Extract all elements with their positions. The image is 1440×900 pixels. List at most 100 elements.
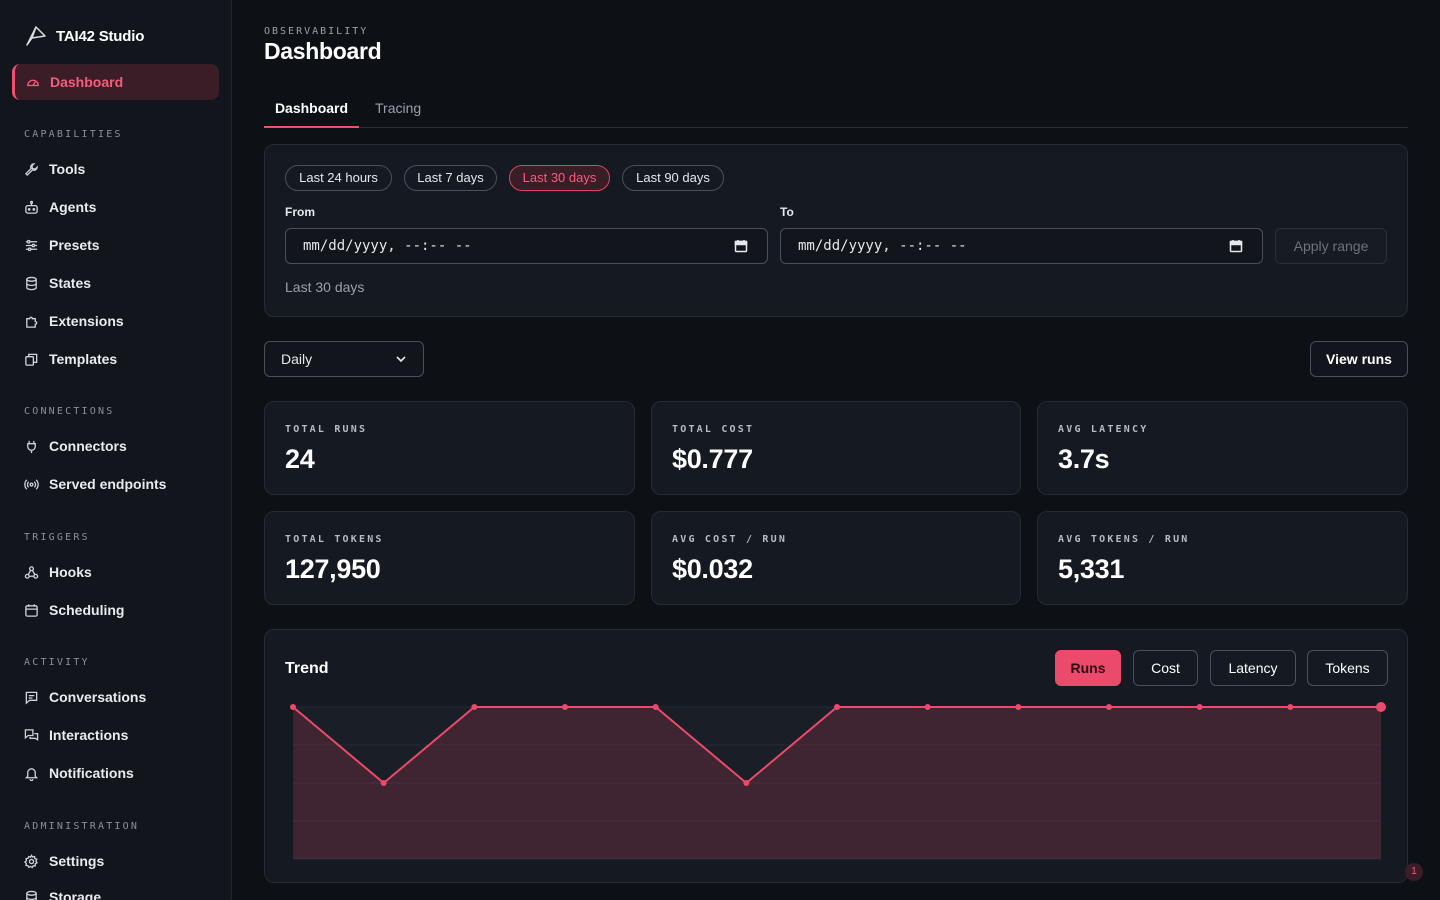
chart-point — [924, 704, 931, 710]
wrench-icon — [24, 162, 38, 176]
view-runs-button[interactable]: View runs — [1310, 341, 1408, 377]
chart-point — [1376, 702, 1386, 712]
from-date-input[interactable]: mm/dd/yyyy, --:-- -- — [285, 228, 768, 264]
chart-point — [1015, 704, 1022, 710]
granularity-select[interactable]: Daily — [264, 341, 424, 377]
from-date-placeholder: mm/dd/yyyy, --:-- -- — [303, 238, 472, 254]
chart-point — [652, 704, 659, 710]
sidebar-item-label: Served endpoints — [49, 476, 167, 492]
sidebar-item-label: Templates — [49, 351, 118, 367]
dashboard-icon — [27, 79, 39, 87]
sidebar-item-label: Storage — [49, 889, 102, 900]
sidebar-item-label: Connectors — [49, 438, 127, 454]
chevron-down-icon — [396, 356, 406, 363]
sidebar-item-label: Conversations — [49, 689, 147, 705]
stat-label: AVG TOKENS / RUN — [1058, 534, 1190, 545]
robot-icon — [25, 200, 38, 214]
chart-point — [1287, 704, 1294, 710]
granularity-value: Daily — [281, 351, 313, 367]
notification-count-badge[interactable]: 1 — [1405, 863, 1423, 881]
puzzle-icon — [26, 316, 38, 328]
stat-label: TOTAL COST — [672, 424, 755, 435]
brand[interactable]: TAI42 Studio — [24, 22, 144, 50]
section-title-activity: ACTIVITY — [24, 657, 90, 668]
chat-icon — [25, 691, 38, 705]
sidebar-item-label: Agents — [49, 199, 97, 215]
metric-runs-button[interactable]: Runs — [1055, 650, 1121, 686]
chart-point — [1196, 704, 1203, 710]
page-eyebrow: OBSERVABILITY — [264, 26, 369, 37]
sidebar-item-label: Hooks — [49, 564, 92, 580]
stat-card-total-cost: TOTAL COST $0.777 — [651, 401, 1021, 495]
chart-point — [743, 780, 750, 786]
metric-latency-button[interactable]: Latency — [1210, 650, 1296, 686]
trend-panel: Trend Runs Cost Latency Tokens — [264, 629, 1408, 883]
sidebar-item-notifications[interactable]: Notifications — [24, 761, 214, 785]
sidebar-item-extensions[interactable]: Extensions — [24, 309, 214, 333]
chats-icon — [24, 728, 39, 741]
sidebar-item-storage[interactable]: Storage — [24, 885, 214, 900]
sidebar-item-agents[interactable]: Agents — [24, 195, 214, 219]
stat-card-avg-latency: AVG LATENCY 3.7s — [1037, 401, 1408, 495]
stat-value: 3.7s — [1058, 444, 1110, 474]
from-label: From — [285, 205, 315, 219]
tab-bar: Dashboard Tracing — [264, 94, 1408, 128]
sidebar-item-label: Presets — [49, 237, 100, 253]
calendar-icon[interactable] — [1229, 239, 1243, 253]
calendar-icon — [25, 603, 38, 617]
sidebar-item-connectors[interactable]: Connectors — [24, 434, 214, 458]
stat-value: 5,331 — [1058, 554, 1125, 584]
to-date-input[interactable]: mm/dd/yyyy, --:-- -- — [780, 228, 1263, 264]
sidebar-item-served-endpoints[interactable]: Served endpoints — [24, 472, 214, 496]
chart-point — [380, 780, 387, 786]
stat-value: 127,950 — [285, 554, 381, 584]
stat-label: AVG COST / RUN — [672, 534, 788, 545]
tab-tracing[interactable]: Tracing — [375, 100, 422, 116]
chart-point — [562, 704, 568, 710]
section-title-connections: CONNECTIONS — [24, 406, 115, 417]
chart-point — [290, 704, 296, 710]
sidebar-item-hooks[interactable]: Hooks — [24, 560, 214, 584]
sidebar-item-dashboard[interactable]: Dashboard — [12, 64, 219, 100]
apply-range-button[interactable]: Apply range — [1275, 228, 1387, 264]
stat-value: $0.032 — [672, 554, 753, 584]
sliders-icon — [25, 239, 38, 251]
stat-value: 24 — [285, 444, 315, 474]
tab-dashboard[interactable]: Dashboard — [264, 94, 359, 128]
sidebar-item-settings[interactable]: Settings — [24, 849, 214, 873]
metric-tokens-button[interactable]: Tokens — [1307, 650, 1388, 686]
sidebar-item-templates[interactable]: Templates — [24, 347, 214, 371]
sidebar-item-interactions[interactable]: Interactions — [24, 723, 214, 747]
stat-card-total-runs: TOTAL RUNS 24 — [264, 401, 635, 495]
chart-point — [471, 704, 478, 710]
calendar-icon[interactable] — [734, 239, 748, 253]
sidebar-item-label: States — [49, 275, 92, 291]
sidebar-item-presets[interactable]: Presets — [24, 233, 214, 257]
sidebar-item-label: Tools — [49, 161, 86, 177]
sidebar-item-states[interactable]: States — [24, 271, 214, 295]
app-logo-icon — [26, 26, 46, 46]
range-chip-24h[interactable]: Last 24 hours — [285, 165, 392, 191]
sidebar-item-label: Scheduling — [49, 602, 125, 618]
range-summary: Last 30 days — [285, 279, 365, 295]
sidebar-item-label: Interactions — [49, 727, 129, 743]
range-chip-7d[interactable]: Last 7 days — [404, 165, 497, 191]
stat-card-avg-tokens-per-run: AVG TOKENS / RUN 5,331 — [1037, 511, 1408, 605]
trend-title: Trend — [285, 660, 329, 677]
stat-card-avg-cost-per-run: AVG COST / RUN $0.032 — [651, 511, 1021, 605]
sidebar-item-label: Extensions — [49, 313, 124, 329]
sidebar-item-conversations[interactable]: Conversations — [24, 685, 214, 709]
sidebar-item-label: Settings — [49, 853, 105, 869]
range-chip-30d[interactable]: Last 30 days — [509, 165, 610, 191]
stat-card-total-tokens: TOTAL TOKENS 127,950 — [264, 511, 635, 605]
gear-icon — [24, 853, 38, 868]
stat-label: AVG LATENCY — [1058, 424, 1149, 435]
stat-label: TOTAL TOKENS — [285, 534, 384, 545]
sidebar-item-scheduling[interactable]: Scheduling — [24, 598, 214, 622]
to-label: To — [780, 205, 794, 219]
database-icon — [26, 276, 37, 290]
sidebar-item-tools[interactable]: Tools — [24, 157, 214, 181]
section-title-triggers: TRIGGERS — [24, 532, 90, 543]
metric-cost-button[interactable]: Cost — [1133, 650, 1198, 686]
range-chip-90d[interactable]: Last 90 days — [622, 165, 724, 191]
